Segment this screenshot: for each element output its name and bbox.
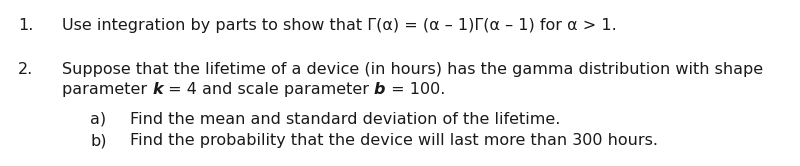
Text: Find the mean and standard deviation of the lifetime.: Find the mean and standard deviation of …: [130, 112, 560, 127]
Text: b: b: [374, 82, 386, 97]
Text: a): a): [90, 112, 106, 127]
Text: k: k: [152, 82, 163, 97]
Text: = 4 and scale parameter: = 4 and scale parameter: [163, 82, 374, 97]
Text: b): b): [90, 133, 106, 148]
Text: Find the probability that the device will last more than 300 hours.: Find the probability that the device wil…: [130, 133, 658, 148]
Text: Suppose that the lifetime of a device (in hours) has the gamma distribution with: Suppose that the lifetime of a device (i…: [62, 62, 763, 77]
Text: parameter: parameter: [62, 82, 152, 97]
Text: = 100.: = 100.: [386, 82, 445, 97]
Text: Use integration by parts to show that Γ(α) = (α – 1)Γ(α – 1) for α > 1.: Use integration by parts to show that Γ(…: [62, 18, 617, 33]
Text: 2.: 2.: [18, 62, 34, 77]
Text: 1.: 1.: [18, 18, 34, 33]
